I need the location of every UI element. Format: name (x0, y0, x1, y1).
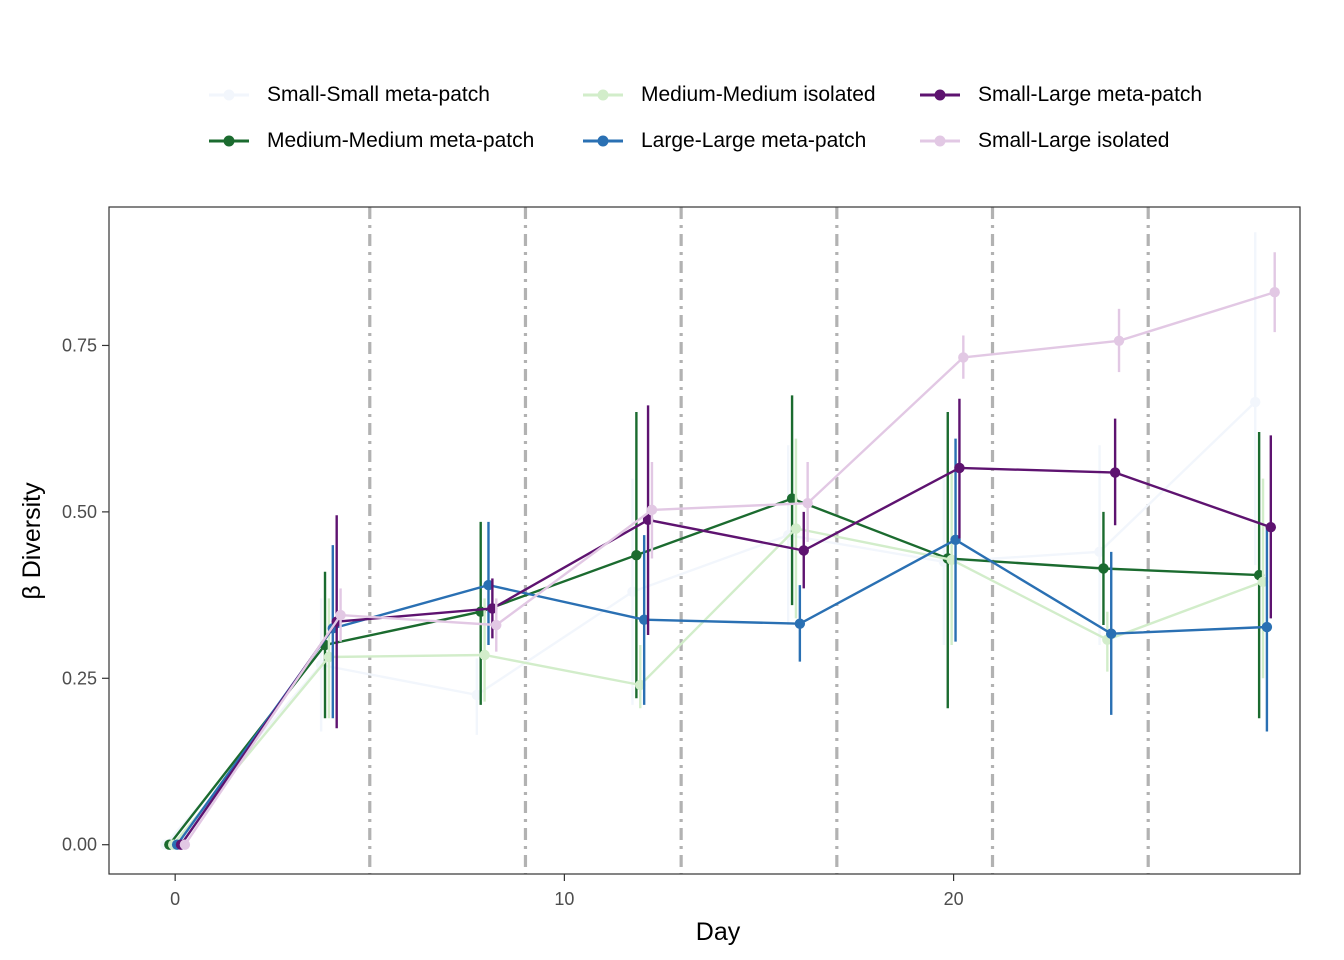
data-point (491, 619, 502, 631)
data-point (1265, 521, 1277, 533)
x-tick-label: 0 (170, 889, 180, 909)
data-point (479, 649, 490, 661)
legend-key-icon (920, 135, 960, 147)
data-point (794, 618, 806, 629)
data-point (1094, 546, 1105, 558)
legend-item-small-small-meta-patch: Small-Small meta-patch (205, 80, 490, 110)
data-point (1250, 396, 1261, 408)
data-point (1269, 287, 1280, 298)
data-point (635, 679, 646, 691)
data-point (786, 493, 798, 504)
y-tick-label: 0.00 (62, 835, 97, 855)
legend-label: Small-Large meta-patch (978, 83, 1203, 106)
data-point (1261, 621, 1273, 633)
legend: Small-Small meta-patch Medium-Medium met… (205, 72, 1265, 172)
legend-label: Small-Small meta-patch (267, 83, 490, 106)
data-point (1257, 576, 1269, 587)
series-line (172, 527, 1264, 846)
series-5 (179, 252, 1280, 850)
legend-item-large-large-meta-patch: Large-Large meta-patch (579, 126, 866, 156)
legend-item-medium-medium-meta-patch: Medium-Medium meta-patch (205, 126, 534, 156)
legend-key-icon (209, 135, 249, 147)
legend-key-icon (583, 135, 623, 147)
data-point (958, 352, 969, 363)
series-2 (168, 438, 1269, 850)
data-point (631, 549, 642, 561)
y-tick-label: 0.50 (62, 502, 97, 522)
series-line (176, 538, 1267, 846)
data-point (950, 534, 961, 546)
legend-item-medium-medium-isolated: Medium-Medium isolated (579, 80, 876, 110)
y-axis-title: β Diversity (18, 482, 46, 600)
series-1 (164, 395, 1265, 850)
data-point (335, 609, 346, 621)
series-4 (175, 398, 1277, 850)
legend-label: Large-Large meta-patch (641, 129, 867, 152)
data-point (471, 689, 483, 701)
series-line (180, 466, 1272, 846)
vline-layer (368, 207, 1150, 874)
x-axis: 0 10 20 (170, 874, 964, 909)
x-tick-label: 10 (554, 889, 574, 909)
data-point (954, 462, 965, 474)
legend-item-small-large-isolated: Small-Large isolated (916, 126, 1169, 156)
data-point (646, 504, 658, 516)
x-tick-label: 20 (944, 889, 964, 909)
legend-key-icon (209, 89, 249, 101)
legend-key-icon (920, 89, 960, 101)
legend-key-icon (583, 89, 623, 101)
series-line (168, 497, 1260, 846)
x-axis-title: Day (696, 918, 741, 946)
data-point (946, 554, 957, 566)
series-line (183, 291, 1276, 846)
y-axis: 0.00 0.25 0.50 0.75 (62, 335, 109, 855)
data-point (179, 839, 191, 850)
y-tick-label: 0.25 (62, 668, 97, 688)
legend-item-small-large-meta-patch: Small-Large meta-patch (916, 80, 1202, 110)
legend-label: Medium-Medium meta-patch (267, 129, 535, 152)
data-point (790, 523, 802, 534)
data-point (1113, 335, 1125, 346)
data-point (1109, 467, 1121, 478)
plot-panel (108, 206, 1301, 875)
data-point (638, 614, 650, 625)
data-point (323, 651, 335, 663)
legend-label: Medium-Medium isolated (641, 83, 876, 106)
data-point (1098, 563, 1109, 574)
data-point (1106, 628, 1117, 639)
data-point (487, 603, 498, 614)
legend-label: Small-Large isolated (978, 129, 1170, 152)
data-point (798, 545, 809, 556)
series-line (164, 401, 1257, 846)
data-point (627, 586, 638, 597)
data-point (483, 579, 494, 591)
series-0 (160, 232, 1261, 850)
data-point (802, 498, 813, 509)
data-point (642, 514, 654, 526)
series-layer (160, 232, 1280, 850)
y-tick-label: 0.75 (62, 335, 97, 355)
